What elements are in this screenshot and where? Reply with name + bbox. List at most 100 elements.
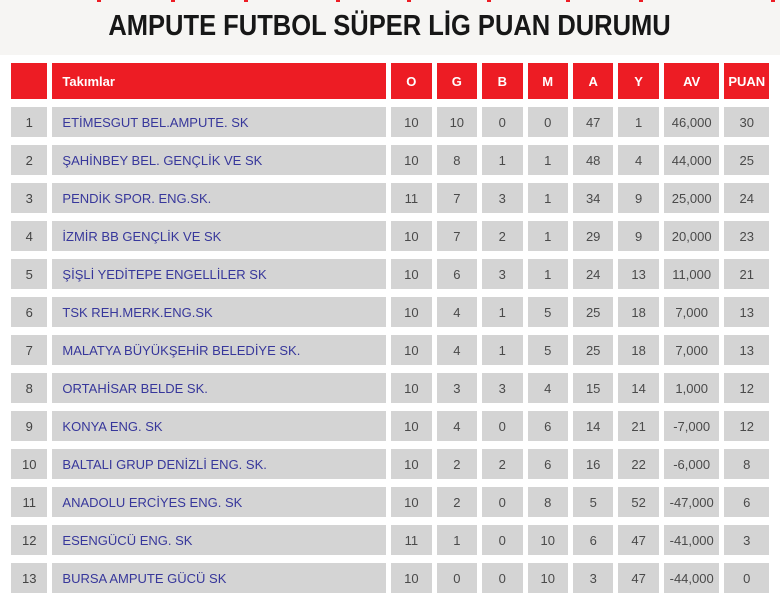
points-cell: 24: [724, 183, 769, 213]
drawn-cell: 1: [482, 297, 523, 327]
table-header-row: Takımlar O G B M A Y AV PUAN: [11, 63, 769, 99]
stat-column-header-b: B: [482, 63, 523, 99]
goals-against-cell: 47: [618, 525, 659, 555]
played-cell: 11: [391, 183, 432, 213]
goals-against-cell: 21: [618, 411, 659, 441]
won-cell: 6: [436, 259, 478, 289]
drawn-cell: 2: [482, 221, 523, 251]
table-row: 10 BALTALI GRUP DENİZLİ ENG. SK. 10 2 2 6 16 22…: [11, 449, 769, 479]
avg-cell: -44,000: [663, 563, 720, 593]
lost-cell: 4: [527, 373, 568, 403]
drawn-cell: 0: [482, 107, 523, 137]
rank-cell: 9: [11, 411, 48, 441]
drawn-cell: 0: [482, 411, 523, 441]
team-name: ŞAHİNBEY BEL. GENÇLİK VE SK: [52, 145, 387, 175]
won-cell: 1: [436, 525, 478, 555]
table-row: 7 MALATYA BÜYÜKŞEHİR BELEDİYE SK. 10 4 1 5 25 1…: [11, 335, 769, 365]
stat-column-header-o: O: [391, 63, 432, 99]
won-cell: 10: [436, 107, 478, 137]
goals-for-cell: 24: [572, 259, 614, 289]
table-row: 6 TSK REH.MERK.ENG.SK 10 4 1 5 25 18 7,000 13: [11, 297, 769, 327]
drawn-cell: 3: [482, 259, 523, 289]
points-cell: 6: [724, 487, 769, 517]
points-cell: 21: [724, 259, 769, 289]
avg-cell: 7,000: [663, 335, 720, 365]
standings-body: 1 ETİMESGUT BEL.AMPUTE. SK 10 10 0 0 47 1 46,000…: [11, 107, 769, 593]
played-cell: 10: [391, 335, 432, 365]
played-cell: 10: [391, 259, 432, 289]
team-name: ETİMESGUT BEL.AMPUTE. SK: [52, 107, 387, 137]
rank-column-header: [11, 63, 48, 99]
drawn-cell: 2: [482, 449, 523, 479]
points-cell: 13: [724, 297, 769, 327]
goals-for-cell: 47: [572, 107, 614, 137]
drawn-cell: 1: [482, 335, 523, 365]
goals-against-cell: 9: [618, 221, 659, 251]
goals-for-cell: 15: [572, 373, 614, 403]
rank-cell: 2: [11, 145, 48, 175]
team-column-header: Takımlar: [52, 63, 387, 99]
rank-cell: 10: [11, 449, 48, 479]
goals-for-cell: 5: [572, 487, 614, 517]
team-name: ESENGÜCÜ ENG. SK: [52, 525, 387, 555]
rank-cell: 12: [11, 525, 48, 555]
goals-for-cell: 25: [572, 297, 614, 327]
top-edge-red-ticks: [0, 0, 780, 3]
points-cell: 0: [724, 563, 769, 593]
table-row: 9 KONYA ENG. SK 10 4 0 6 14 21 -7,000 12: [11, 411, 769, 441]
goals-for-cell: 34: [572, 183, 614, 213]
goals-against-cell: 1: [618, 107, 659, 137]
points-cell: 30: [724, 107, 769, 137]
team-name: BURSA AMPUTE GÜCÜ SK: [52, 563, 387, 593]
played-cell: 10: [391, 487, 432, 517]
team-name: İZMİR BB GENÇLİK VE SK: [52, 221, 387, 251]
points-cell: 8: [724, 449, 769, 479]
team-name: KONYA ENG. SK: [52, 411, 387, 441]
avg-cell: 25,000: [663, 183, 720, 213]
avg-cell: 11,000: [663, 259, 720, 289]
goals-for-cell: 3: [572, 563, 614, 593]
rank-cell: 8: [11, 373, 48, 403]
goals-for-cell: 48: [572, 145, 614, 175]
lost-cell: 1: [527, 145, 568, 175]
team-name: ORTAHİSAR BELDE SK.: [52, 373, 387, 403]
lost-cell: 1: [527, 259, 568, 289]
goals-for-cell: 29: [572, 221, 614, 251]
drawn-cell: 3: [482, 373, 523, 403]
goals-against-cell: 4: [618, 145, 659, 175]
lost-cell: 5: [527, 335, 568, 365]
table-row: 1 ETİMESGUT BEL.AMPUTE. SK 10 10 0 0 47 1 46,000…: [11, 107, 769, 137]
won-cell: 4: [436, 335, 478, 365]
points-cell: 12: [724, 411, 769, 441]
rank-cell: 5: [11, 259, 48, 289]
goals-against-cell: 18: [618, 297, 659, 327]
won-cell: 3: [436, 373, 478, 403]
avg-cell: 1,000: [663, 373, 720, 403]
points-cell: 25: [724, 145, 769, 175]
rank-cell: 1: [11, 107, 48, 137]
table-row: 3 PENDİK SPOR. ENG.SK. 11 7 3 1 34 9 25,000 24: [11, 183, 769, 213]
avg-cell: -47,000: [663, 487, 720, 517]
played-cell: 10: [391, 373, 432, 403]
lost-cell: 5: [527, 297, 568, 327]
avg-cell: -41,000: [663, 525, 720, 555]
played-cell: 10: [391, 221, 432, 251]
drawn-cell: 1: [482, 145, 523, 175]
avg-cell: -7,000: [663, 411, 720, 441]
rank-cell: 3: [11, 183, 48, 213]
team-name: MALATYA BÜYÜKŞEHİR BELEDİYE SK.: [52, 335, 387, 365]
won-cell: 4: [436, 297, 478, 327]
table-row: 8 ORTAHİSAR BELDE SK. 10 3 3 4 15 14 1,000 12: [11, 373, 769, 403]
won-cell: 2: [436, 449, 478, 479]
goals-against-cell: 14: [618, 373, 659, 403]
goals-for-cell: 6: [572, 525, 614, 555]
played-cell: 10: [391, 449, 432, 479]
avg-cell: -6,000: [663, 449, 720, 479]
goals-against-cell: 52: [618, 487, 659, 517]
team-name: PENDİK SPOR. ENG.SK.: [52, 183, 387, 213]
team-name: ŞİŞLİ YEDİTEPE ENGELLİLER SK: [52, 259, 387, 289]
rank-cell: 11: [11, 487, 48, 517]
played-cell: 10: [391, 107, 432, 137]
lost-cell: 1: [527, 221, 568, 251]
rank-cell: 13: [11, 563, 48, 593]
